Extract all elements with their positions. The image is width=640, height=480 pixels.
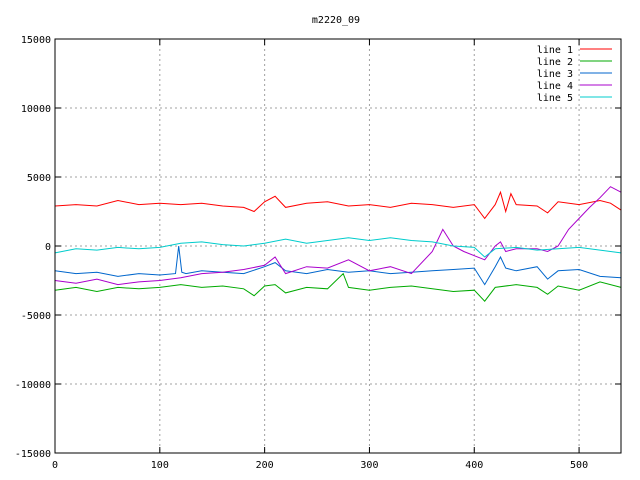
x-tick-label: 100 bbox=[151, 460, 169, 471]
y-tick-label: -10000 bbox=[15, 380, 51, 391]
x-tick-label: 0 bbox=[52, 460, 58, 471]
chart-title: m2220_09 bbox=[312, 15, 360, 26]
series-line-1 bbox=[54, 190, 622, 220]
y-tick-label: 0 bbox=[45, 242, 51, 253]
x-tick-label: 500 bbox=[570, 460, 588, 471]
series-line-4 bbox=[54, 186, 622, 286]
y-tick-label: 15000 bbox=[21, 35, 51, 46]
series-line-5 bbox=[54, 237, 622, 258]
legend-label-1: line 1 bbox=[537, 45, 573, 56]
legend-label-5: line 5 bbox=[537, 93, 573, 104]
legend-label-2: line 2 bbox=[537, 57, 573, 68]
y-tick-label: 5000 bbox=[27, 173, 51, 184]
y-tick-label: -15000 bbox=[15, 449, 51, 460]
series-line-2 bbox=[54, 272, 622, 302]
x-tick-label: 400 bbox=[465, 460, 483, 471]
series-line-3 bbox=[54, 245, 622, 286]
plot-frame bbox=[54, 38, 622, 454]
y-tick-label: 10000 bbox=[21, 104, 51, 115]
y-tick-label: -5000 bbox=[21, 311, 51, 322]
x-tick-label: 300 bbox=[360, 460, 378, 471]
legend-label-4: line 4 bbox=[537, 81, 573, 92]
x-tick-label: 200 bbox=[256, 460, 274, 471]
legend-label-3: line 3 bbox=[537, 69, 573, 80]
grid bbox=[55, 39, 621, 453]
series-lines bbox=[54, 186, 622, 302]
